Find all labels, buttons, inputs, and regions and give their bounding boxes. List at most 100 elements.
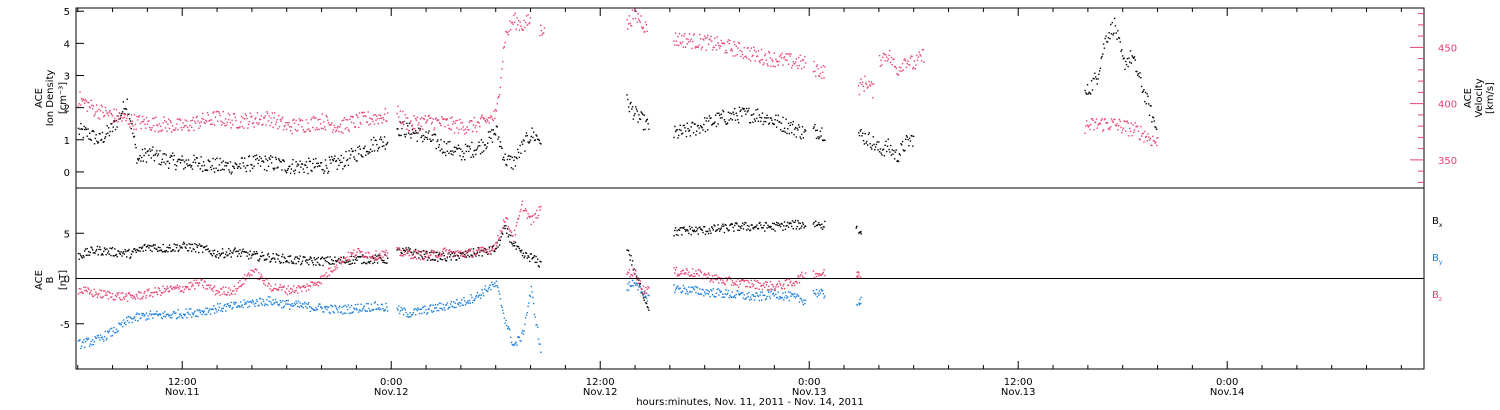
bfield-point [198,309,201,311]
density-point [694,123,696,125]
bfield-point [191,283,194,285]
density-point [250,163,252,166]
density-point [100,139,102,142]
bfield-point [167,313,169,315]
bfield-point [642,295,645,297]
bfield-point [303,303,305,305]
density-point [784,131,787,133]
bfield-point [86,290,88,293]
bfield-point [353,255,355,258]
velocity-point [274,112,276,114]
bfield-point [224,256,226,258]
density-point [521,141,523,143]
bfield-point [460,253,463,255]
bfield-point [145,249,147,252]
bfield-point [793,282,795,284]
velocity-point [699,33,701,36]
bfield-point [95,293,98,295]
velocity-point [366,121,369,123]
bfield-point [373,308,375,311]
bfield-point [242,306,244,309]
velocity-point [739,49,741,52]
bfield-point [502,309,504,311]
bfield-point [734,282,736,284]
bfield-point [319,282,321,284]
bfield-point [537,265,540,267]
velocity-point [428,114,430,117]
bfield-point [156,250,159,253]
velocity-point [411,124,414,126]
bfield-point [746,285,749,288]
bfield-point [198,251,200,254]
bfield-point [708,274,711,276]
bfield-point [108,253,111,255]
velocity-point [1090,124,1092,126]
bfield-point [233,248,236,251]
bfield-point [722,223,724,225]
density-point [886,145,889,147]
density-point [879,148,882,150]
velocity-point [449,117,452,120]
velocity-point [745,55,747,57]
density-point [1104,37,1106,40]
density-point [229,161,232,163]
bfield-point [209,284,212,286]
bfield-point [725,289,727,291]
bfield-point [326,276,328,278]
velocity-point [123,116,126,119]
velocity-point [230,127,232,129]
density-point [97,142,99,144]
bfield-point [463,251,465,253]
bfield-point [304,286,307,288]
bfield-point [781,297,783,299]
bfield-point [167,247,170,249]
bfield-point [640,291,642,293]
bfield-point [224,286,227,288]
velocity-point [202,118,205,121]
velocity-point [377,122,380,125]
velocity-point [1122,127,1125,129]
density-point [540,143,542,145]
bfield-point [627,249,629,251]
velocity-point [313,117,316,119]
velocity-point [386,120,388,123]
bfield-point [645,297,648,300]
density-point [360,154,362,156]
density-point [287,167,289,170]
velocity-point [721,42,723,44]
bfield-point [768,291,770,293]
bfield-point [383,254,386,256]
velocity-point [517,19,520,22]
velocity-point [722,42,724,45]
density-point [107,127,110,129]
velocity-point [170,121,172,124]
velocity-point [125,119,127,122]
density-point [800,138,802,140]
velocity-point [460,122,462,124]
bfield-point [720,227,722,229]
density-point [680,129,682,132]
velocity-point [785,53,787,55]
bfield-point [797,220,799,222]
bfield-point [289,304,292,306]
velocity-point [210,119,213,121]
bfield-point [791,220,794,222]
bfield-point [629,284,631,287]
velocity-point [1093,129,1095,131]
density-point [728,119,730,121]
bfield-point [246,275,248,277]
velocity-point [323,121,325,123]
bfield-point [342,256,345,258]
velocity-point [354,126,357,128]
bfield-point [711,226,713,228]
bfield-point [412,312,415,314]
bfield-point [447,252,449,254]
bfield-point [813,292,815,294]
density-point [683,124,685,127]
bfield-point [179,285,181,288]
density-point [1103,47,1106,49]
density-point [100,138,103,141]
bfield-point [194,242,196,245]
bfield-point [143,244,145,247]
velocity-point [1142,132,1144,135]
